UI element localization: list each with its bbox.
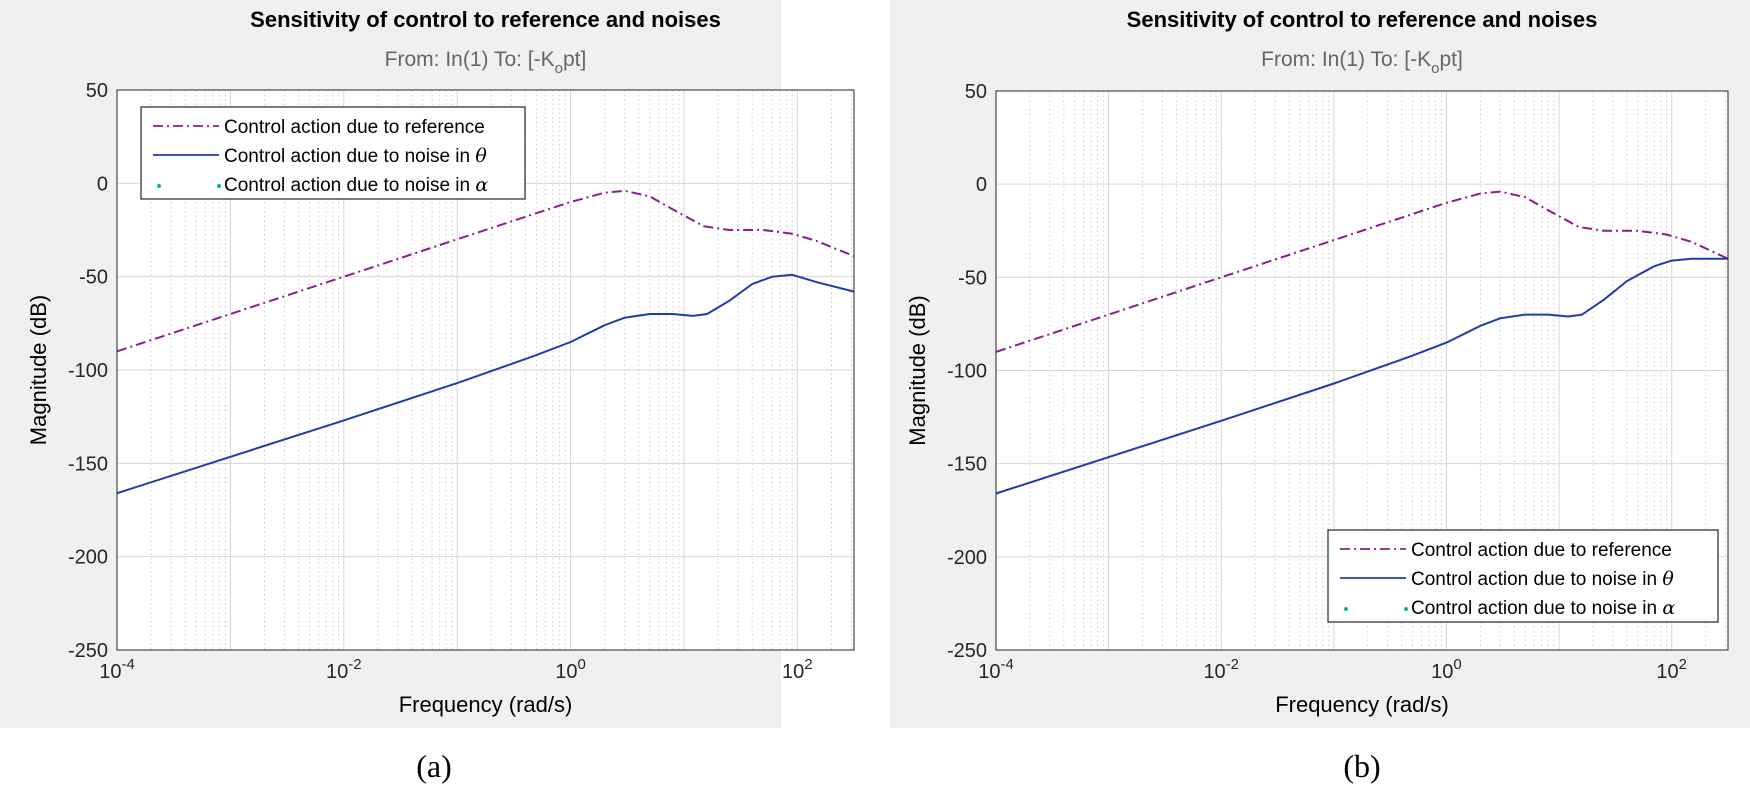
y-tick-label: -150 xyxy=(947,454,987,476)
y-tick-label: -50 xyxy=(958,267,987,289)
legend: Control action due to reference Control a… xyxy=(1327,529,1719,623)
chart-title: Sensitivity of control to reference and … xyxy=(1127,7,1598,32)
legend-entry-label: Control action due to noise in θ xyxy=(224,145,487,167)
y-axis-label: Magnitude (dB) xyxy=(905,295,930,445)
x-tick-label: 102 xyxy=(1656,656,1687,683)
chart-title: Sensitivity of control to reference and … xyxy=(250,7,721,32)
chart-subtitle: From: In(1) To: [-Kopt] xyxy=(1261,48,1463,77)
series-reference-line xyxy=(116,189,855,353)
y-tick-label: -200 xyxy=(68,547,108,569)
series-noise-theta-line xyxy=(116,273,855,495)
legend-box xyxy=(140,106,526,200)
x-tick-label: 100 xyxy=(1431,656,1462,683)
x-tick-label: 100 xyxy=(555,656,586,683)
y-tick-label: -100 xyxy=(68,360,108,382)
axes-frame xyxy=(116,89,855,651)
y-tick-label: -250 xyxy=(68,640,108,662)
y-axis-label: Magnitude (dB) xyxy=(26,295,51,445)
legend-marker-alpha xyxy=(157,184,161,188)
x-axis-label: Frequency (rad/s) xyxy=(399,692,573,717)
legend: Control action due to reference Control a… xyxy=(140,106,526,200)
x-tick-label: 10-2 xyxy=(326,656,362,683)
x-axis-label: Frequency (rad/s) xyxy=(1275,692,1449,717)
legend-entry-label: Control action due to noise in α xyxy=(1411,597,1675,619)
x-tick-label: 10-4 xyxy=(99,656,135,683)
x-tick-label: 10-2 xyxy=(1203,656,1239,683)
legend-box xyxy=(1327,529,1719,623)
series-noise-theta-line xyxy=(995,257,1728,495)
legend-marker-alpha xyxy=(1404,607,1408,611)
legend-entry-label: Control action due to noise in θ xyxy=(1411,568,1674,590)
legend-entry-label: Control action due to noise in α xyxy=(224,174,488,196)
y-tick-label: -50 xyxy=(79,267,108,289)
y-tick-label: 50 xyxy=(86,80,108,102)
y-tick-label: 0 xyxy=(976,174,987,196)
x-tick-label: 102 xyxy=(782,656,813,683)
y-tick-label: -150 xyxy=(68,453,108,475)
y-tick-label: -250 xyxy=(947,640,987,662)
y-tick-label: -200 xyxy=(947,547,987,569)
series-reference-line xyxy=(995,190,1729,353)
legend-entry-label: Control action due to reference xyxy=(1411,540,1672,561)
legend-marker-alpha xyxy=(1344,607,1348,611)
panel-caption: (b) xyxy=(1343,748,1380,784)
x-tick-label: 10-4 xyxy=(978,656,1014,683)
panel-caption: (a) xyxy=(416,748,452,784)
y-tick-label: 0 xyxy=(97,173,108,195)
chart-subtitle: From: In(1) To: [-Kopt] xyxy=(385,48,587,77)
legend-marker-alpha xyxy=(217,184,221,188)
legend-entry-label: Control action due to reference xyxy=(224,117,485,138)
axes-frame xyxy=(995,90,1729,651)
y-tick-label: -100 xyxy=(947,361,987,383)
y-tick-label: 50 xyxy=(965,81,987,103)
